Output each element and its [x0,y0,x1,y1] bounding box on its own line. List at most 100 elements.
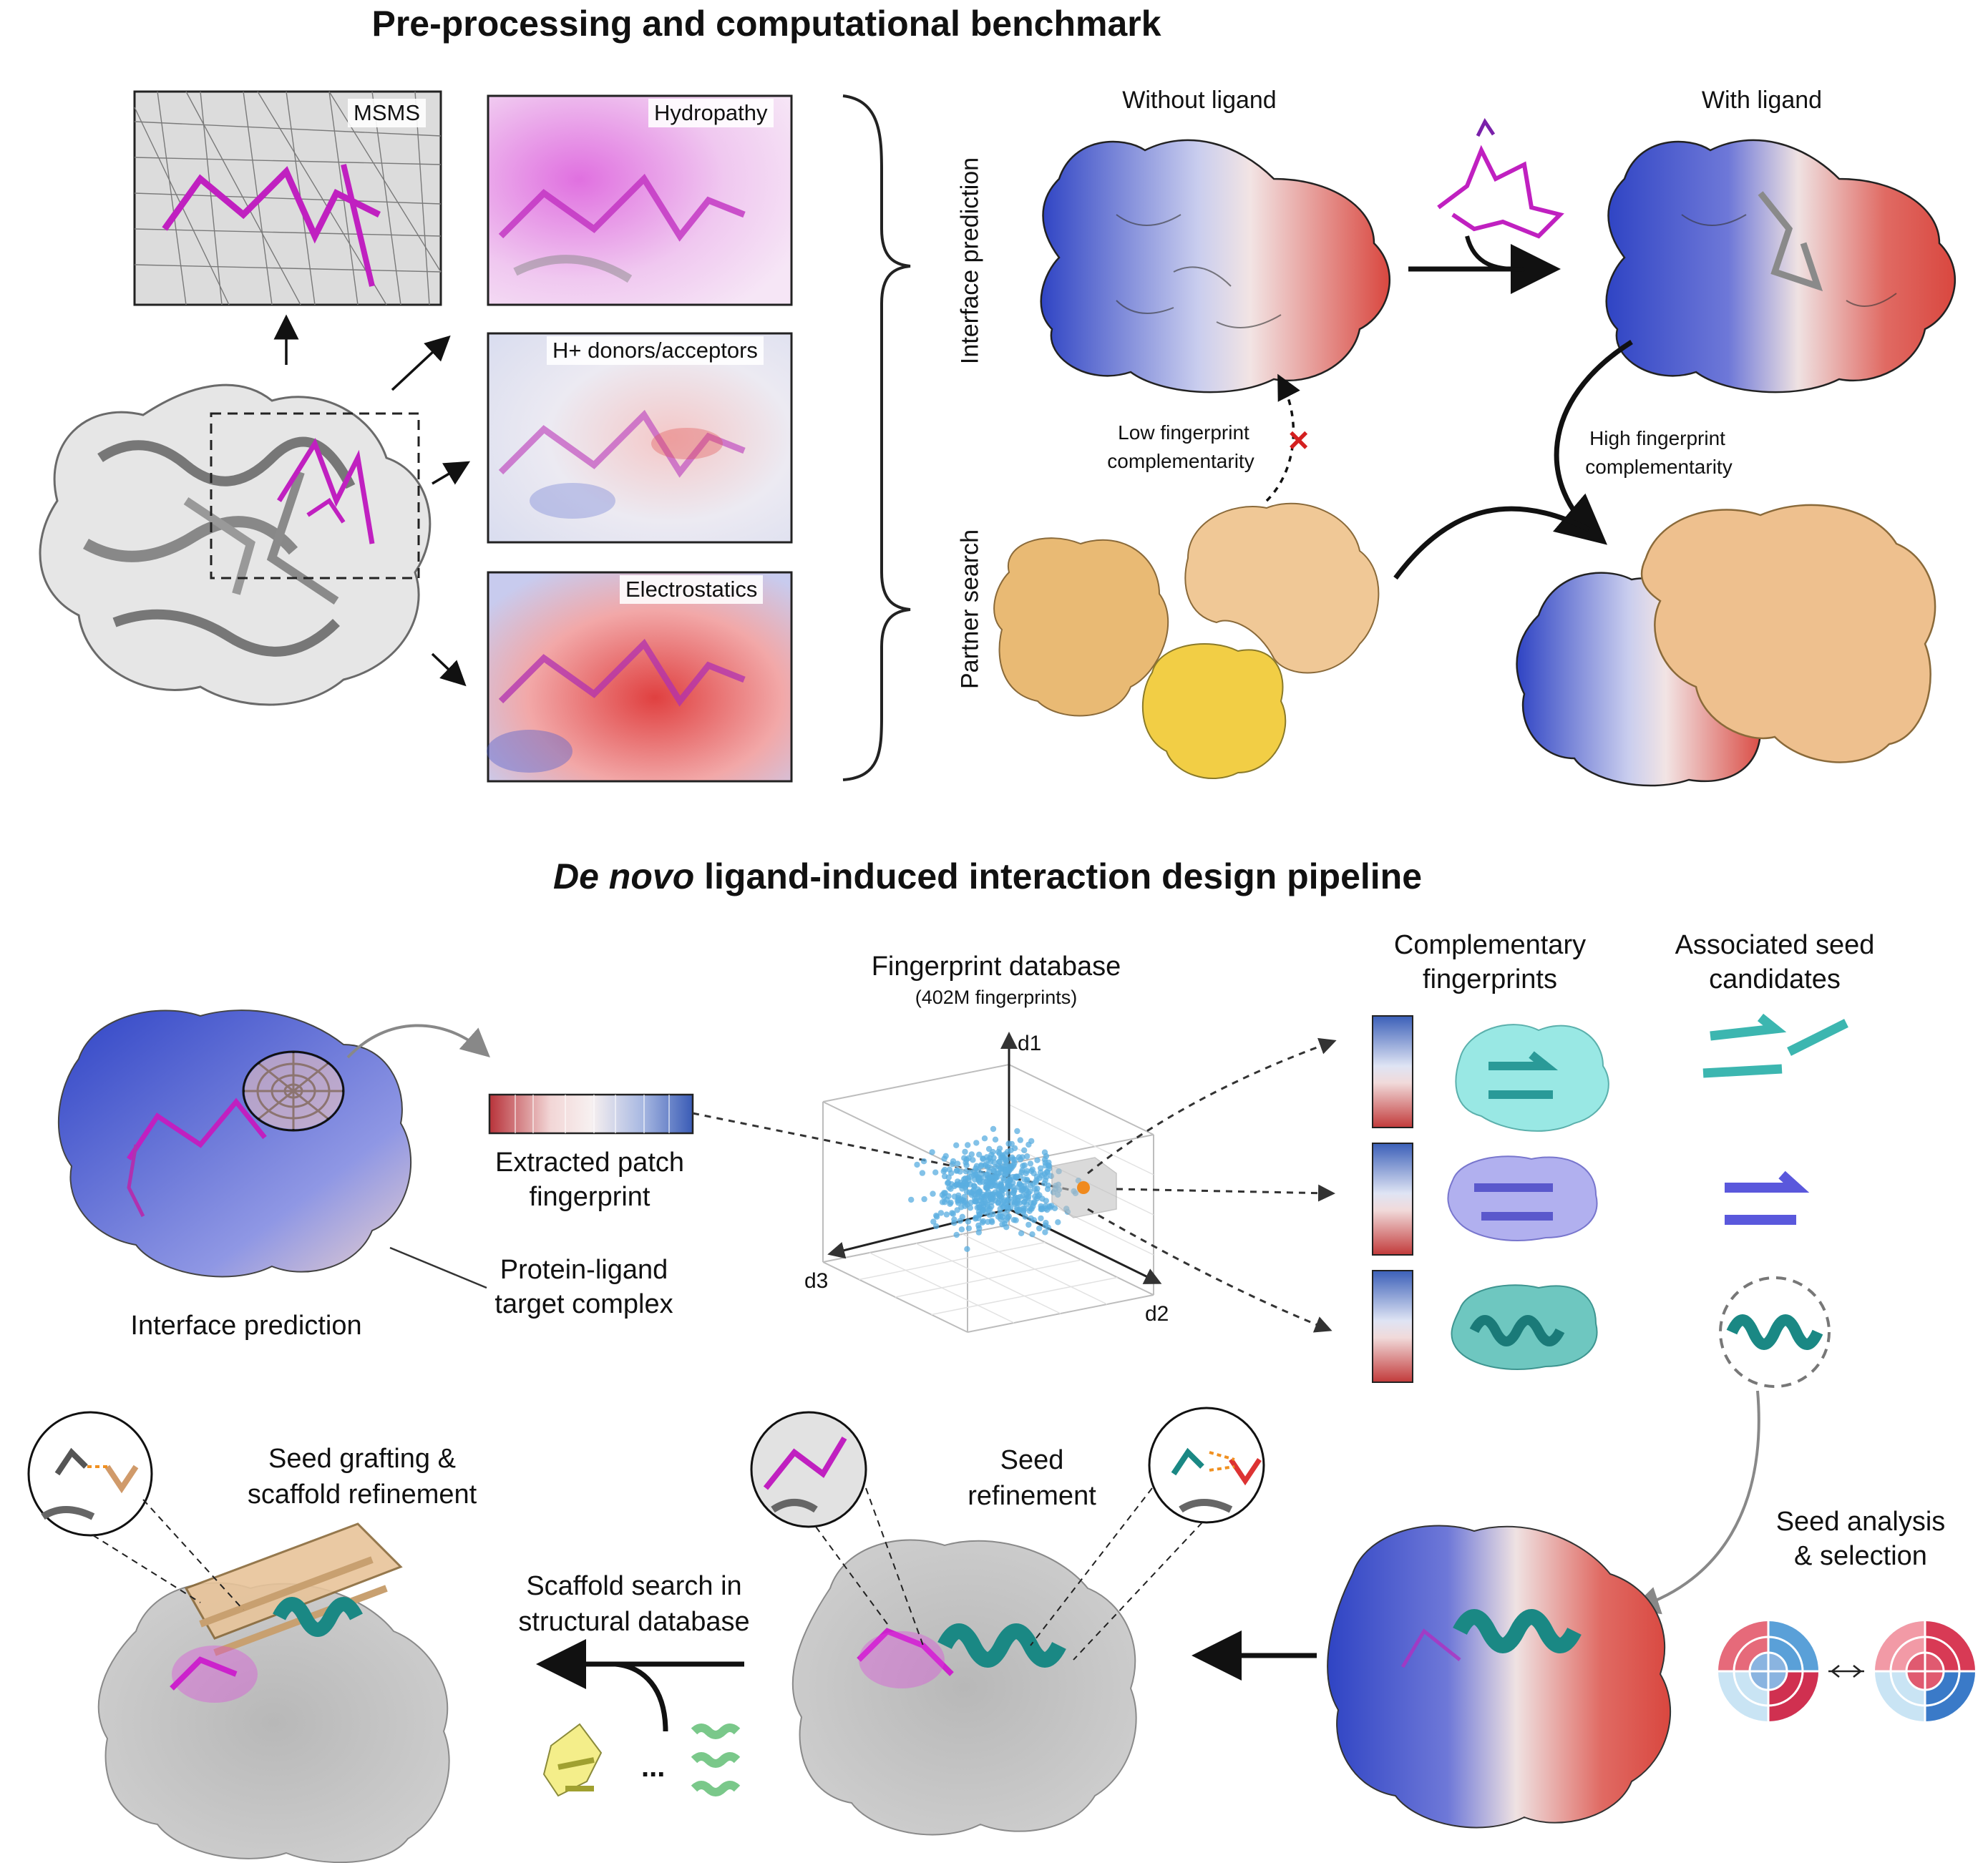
axis-label-d3: d3 [804,1269,828,1293]
inset-connector-6 [142,1499,244,1610]
fingerprint-point [973,1163,980,1170]
fingerprint-point [944,1196,950,1203]
fingerprint-point [983,1161,989,1168]
fingerprint-point [1035,1193,1041,1200]
fingerprint-point [941,1155,947,1162]
fingerprint-point [1027,1188,1033,1195]
seed-refinement-line1: Seed [1000,1445,1064,1475]
fingerprint-point [1010,1190,1017,1196]
complementary-fp-line1: Complementary [1393,930,1587,960]
fingerprint-point [975,1189,982,1195]
electrostatics-panel [487,571,793,783]
scaffold-search-line2: structural database [518,1607,750,1637]
arrow-to-patch [346,1024,490,1059]
fingerprint-point [1015,1194,1021,1201]
fingerprint-point [963,1162,970,1169]
scaffold-search-line1: Scaffold search in [526,1571,742,1601]
electrostatics-label: Electrostatics [620,575,764,604]
fingerprint-point [1031,1185,1038,1192]
fingerprint-point [1018,1230,1025,1237]
arrow-to-fp2 [1116,1184,1335,1202]
fingerprint-point [1021,1147,1028,1154]
fingerprint-point [942,1190,948,1196]
bound-complex [1516,504,1936,787]
fingerprint-point [993,1174,1000,1180]
arrow-low-complementarity [1265,373,1300,502]
grid-line [1008,1104,1154,1175]
fingerprint-point [1055,1219,1061,1226]
fingerprint-point [990,1125,997,1133]
fingerprint-point [1013,1217,1019,1223]
fingerprint-point [988,1174,995,1180]
scaffold-structures [542,1723,741,1797]
partner-search-vertical-label: Partner search [956,529,984,689]
target-complex-line2: target complex [494,1289,673,1319]
fingerprint-point [987,1194,994,1201]
fingerprint-point [1020,1199,1028,1206]
refined-gray-surface [791,1539,1137,1836]
inset-connector-1 [815,1526,888,1625]
fingerprint-point [951,1216,958,1223]
fingerprint-point [1025,1221,1032,1228]
fingerprint-point [1046,1163,1053,1170]
interface-surface [57,1009,411,1278]
fingerprint-point [1038,1206,1044,1213]
arrow-ligand-curve [1465,235,1525,272]
fingerprint-point [992,1197,999,1204]
zoom-box [210,412,420,580]
fingerprint-point [930,1218,937,1225]
axis-label-d2: d2 [1145,1302,1169,1326]
fingerprint-point [1011,1199,1018,1206]
arrow-to-hydropathy [391,335,451,391]
fingerprint-point [976,1175,983,1182]
inset-ligand-contact [750,1411,867,1528]
fingerprint-point [954,1207,960,1213]
fingerprint-point [1051,1205,1058,1212]
seed-analysis-line1: Seed analysis [1775,1507,1946,1537]
fingerprint-point [920,1158,927,1165]
fingerprint-point [965,1218,972,1225]
fingerprint-point [985,1145,993,1153]
fingerprint-point [953,1142,960,1149]
inset-connector-4 [1073,1522,1203,1661]
fingerprint-point [981,1135,988,1142]
fingerprint-point [972,1216,979,1222]
db-title: Fingerprint database [871,952,1121,982]
hydropathy-panel [487,94,793,306]
fingerprint-point [1008,1147,1014,1153]
interface-prediction-vertical-label: Interface prediction [956,157,984,365]
fingerprint-point [939,1199,946,1206]
fingerprint-point [1006,1165,1013,1172]
inset-connector-2 [865,1487,924,1646]
fingerprint-point [1023,1168,1030,1174]
fingerprint-point [1017,1156,1024,1163]
fingerprint-point [987,1164,993,1171]
fingerprint-point [1021,1206,1028,1213]
fingerprint-point [1028,1138,1035,1145]
fingerprint-point [963,1156,970,1163]
fingerprint-point [1005,1172,1011,1178]
fingerprint-point [989,1219,995,1226]
fingerprint-point [959,1213,966,1221]
cube-edge [822,1064,1010,1102]
axis-label-d1: d1 [1018,1032,1041,1055]
arrow-to-fp3 [1087,1208,1332,1333]
fingerprint-point [1021,1162,1028,1169]
fingerprint-point [919,1170,926,1176]
fingerprint-point [1001,1221,1008,1227]
fingerprint-point [937,1210,945,1216]
seed-refinement-line2: refinement [968,1481,1096,1511]
fingerprint-point [954,1160,961,1167]
arrow-to-seed-analysis [1630,1390,1760,1615]
target-complex-line1: Protein-ligand [500,1255,668,1285]
inset-connector-5 [92,1535,201,1603]
fingerprint-point [1031,1198,1038,1206]
inset-connector-3 [1030,1487,1153,1646]
fingerprint-point [1008,1205,1014,1211]
fingerprint-point [950,1211,957,1217]
target-pointer [389,1246,487,1289]
high-complementarity-line1: High fingerprint [1589,427,1725,449]
arrow-to-hbond [432,461,471,485]
grid-line [895,1259,1082,1298]
grid-line [931,1276,1118,1316]
